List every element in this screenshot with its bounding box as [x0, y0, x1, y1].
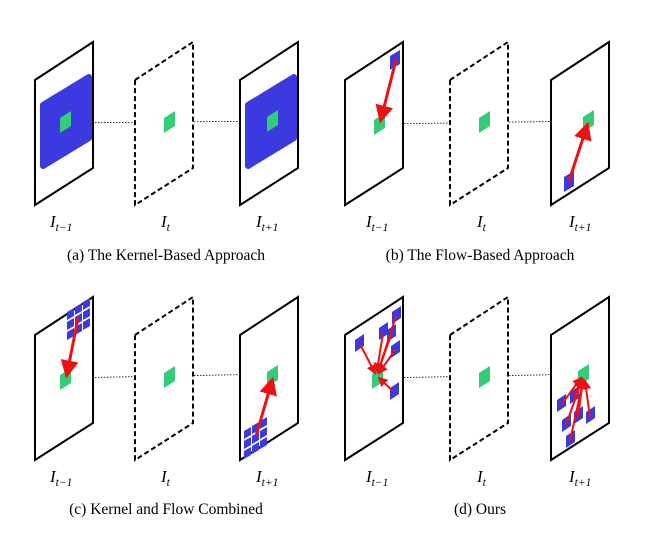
target-pixel: [479, 111, 490, 133]
frame-label-t-plus-1: It+1: [255, 467, 278, 489]
frame-t: [449, 40, 509, 207]
panel-d: It−1 It It+1 (d) Ours: [344, 295, 610, 518]
offset-arrows: [359, 315, 397, 393]
frame-label-t: It: [160, 212, 171, 234]
frame-label-t: It: [476, 212, 487, 234]
frame-t: [134, 295, 194, 462]
frame-t-plus-1: [239, 40, 299, 207]
flow-arrow: [254, 376, 277, 437]
frame-label-t: It: [476, 467, 487, 489]
frame-label-t-plus-1: It+1: [255, 212, 278, 234]
target-pixel: [479, 366, 490, 388]
frame-label-t: It: [160, 467, 171, 489]
frame-label-t-minus-1: It−1: [365, 212, 388, 234]
target-pixel: [164, 111, 175, 133]
flow-arrow: [375, 59, 398, 124]
frame-t-minus-1: [34, 40, 94, 207]
frame-label-t-minus-1: It−1: [49, 467, 72, 489]
frame-label-t-plus-1: It+1: [568, 212, 591, 234]
frame-t: [449, 295, 509, 462]
flow-arrow: [60, 317, 80, 379]
panel-b: It−1 It It+1 (b) The Flow-Based Approach: [344, 40, 610, 264]
frame-t-minus-1: [344, 295, 404, 462]
frame-t-plus-1: [550, 40, 610, 207]
kernel-grid: [67, 298, 90, 340]
panel-caption: (c) Kernel and Flow Combined: [69, 501, 263, 518]
panel-a: It−1 It It+1 (a) The Kernel-Based Approa…: [34, 40, 299, 264]
frame-t-minus-1: [34, 295, 94, 462]
frame-label-t-minus-1: It−1: [49, 212, 72, 234]
panel-c: It−1 It It+1 (c) Kernel and Flow Combine…: [34, 295, 299, 518]
offset-arrows: [560, 376, 592, 442]
frame-t-plus-1: [239, 295, 299, 462]
frame-label-t-minus-1: It−1: [365, 467, 388, 489]
frame-plane: [550, 40, 610, 207]
target-pixel: [267, 110, 278, 132]
frame-t-plus-1: [550, 295, 610, 462]
frame-t-minus-1: [344, 40, 404, 207]
panel-caption: (a) The Kernel-Based Approach: [67, 247, 265, 264]
sample-pixels: [355, 306, 401, 400]
frame-label-t-plus-1: It+1: [568, 467, 591, 489]
panel-caption: (b) The Flow-Based Approach: [386, 247, 575, 264]
flow-arrow: [567, 121, 592, 182]
target-pixel: [164, 366, 175, 388]
frame-t: [134, 40, 194, 207]
panel-caption: (d) Ours: [454, 501, 506, 518]
target-pixel: [60, 111, 71, 133]
